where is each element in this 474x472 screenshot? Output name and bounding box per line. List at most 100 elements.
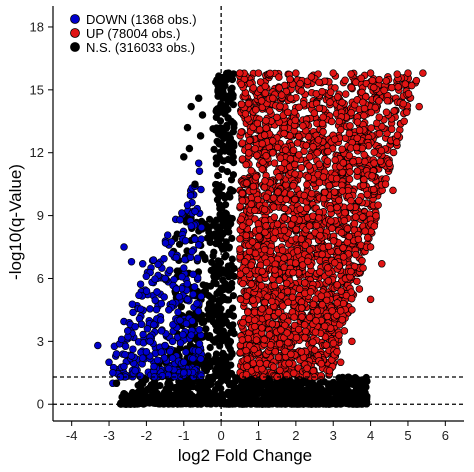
up-point — [292, 225, 300, 234]
down-point — [183, 279, 192, 288]
up-point — [355, 196, 363, 205]
up-point — [388, 83, 396, 92]
up-point — [266, 69, 274, 78]
up-point — [290, 313, 298, 321]
ns-point — [214, 171, 222, 180]
up-point — [319, 173, 328, 181]
ns-point — [363, 377, 371, 385]
up-point — [312, 317, 320, 325]
ns-point — [212, 280, 220, 288]
ns-point — [230, 123, 238, 132]
up-point — [305, 162, 313, 170]
ns-point — [307, 397, 315, 406]
up-point — [326, 88, 335, 96]
down-point — [194, 347, 203, 355]
down-point — [168, 337, 177, 346]
up-point — [288, 293, 297, 302]
down-point — [157, 327, 166, 335]
up-point — [361, 227, 369, 235]
up-point — [339, 159, 348, 167]
up-point — [255, 233, 263, 241]
ns-point — [210, 248, 218, 256]
up-point — [296, 205, 304, 213]
up-point — [400, 117, 408, 126]
up-point — [266, 107, 274, 115]
up-point — [304, 257, 312, 266]
up-point — [319, 128, 327, 136]
up-point — [360, 175, 368, 184]
up-point — [270, 213, 279, 221]
down-point — [160, 254, 168, 263]
down-point — [142, 272, 151, 281]
up-point — [300, 321, 309, 329]
up-point — [390, 107, 398, 115]
up-point — [376, 157, 385, 166]
up-point — [347, 83, 356, 92]
ns-point — [225, 309, 233, 317]
up-point — [338, 145, 346, 153]
up-point — [277, 91, 286, 99]
up-point — [347, 267, 355, 276]
ns-point — [212, 326, 221, 335]
ns-point — [135, 387, 143, 396]
up-point — [275, 73, 283, 81]
x-tick-label: -2 — [141, 428, 153, 443]
down-point — [139, 330, 147, 339]
up-point — [284, 338, 292, 347]
up-point — [268, 137, 277, 145]
up-point — [289, 146, 298, 155]
up-point — [350, 219, 359, 228]
ns-point — [229, 396, 237, 405]
down-point — [123, 327, 132, 335]
down-point — [182, 319, 191, 328]
up-point — [236, 69, 244, 77]
up-point — [287, 350, 295, 359]
up-point — [312, 221, 321, 230]
up-point — [352, 213, 360, 221]
up-point — [296, 79, 304, 88]
up-point — [348, 337, 356, 346]
up-point — [315, 104, 324, 113]
up-point — [269, 203, 278, 211]
ns-point — [148, 390, 157, 398]
ns-point — [320, 387, 328, 395]
up-point — [370, 222, 379, 230]
down-point — [138, 260, 147, 268]
up-point — [262, 222, 270, 230]
up-point — [253, 151, 261, 160]
up-point — [360, 104, 369, 113]
up-point — [336, 358, 345, 367]
up-point — [276, 154, 285, 162]
up-point — [241, 110, 250, 118]
x-tick-label: -3 — [103, 428, 115, 443]
up-point — [247, 200, 255, 208]
up-point — [360, 111, 368, 120]
ns-point — [211, 230, 219, 238]
down-point — [178, 273, 186, 281]
up-point — [324, 242, 333, 251]
ns-point — [222, 222, 230, 230]
up-point — [358, 213, 367, 221]
ns-point — [146, 383, 154, 392]
up-point — [280, 214, 289, 222]
ns-point — [222, 75, 230, 83]
up-point — [377, 146, 386, 155]
up-point — [238, 336, 246, 344]
up-point — [393, 131, 402, 139]
up-point — [297, 304, 306, 312]
down-point — [187, 331, 195, 339]
down-point — [165, 364, 173, 373]
ns-point — [214, 189, 222, 197]
up-point — [275, 340, 284, 348]
x-tick-label: 4 — [367, 428, 374, 443]
up-point — [239, 318, 247, 327]
up-point — [261, 177, 269, 185]
x-tick-label: 1 — [255, 428, 262, 443]
up-point — [276, 102, 284, 111]
ns-point — [227, 85, 235, 94]
legend-swatch-down — [70, 14, 80, 24]
up-point — [309, 143, 317, 151]
up-point — [338, 187, 347, 195]
up-point — [331, 135, 339, 144]
up-point — [333, 348, 341, 356]
